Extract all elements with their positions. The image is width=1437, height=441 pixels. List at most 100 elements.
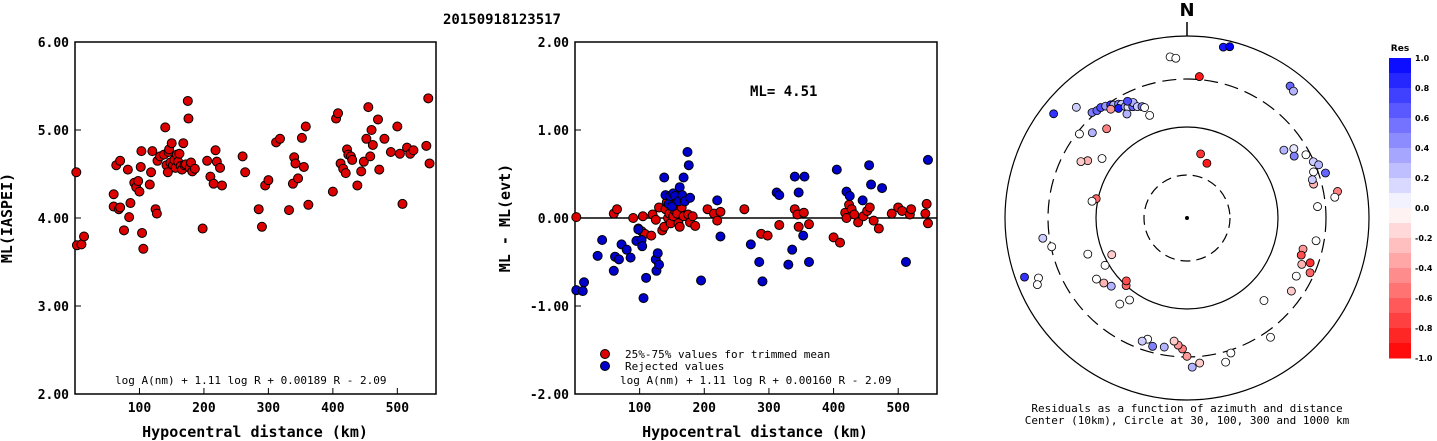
middle-rejected-point: [652, 248, 663, 259]
polar-station-point: [1100, 260, 1110, 270]
left-data-point: [197, 223, 208, 234]
middle-rejected-point: [712, 195, 723, 206]
left-points: [71, 93, 435, 254]
middle-y-tick-label: -1.00: [530, 300, 569, 315]
left-data-point: [124, 212, 135, 223]
middle-rejected-point: [683, 160, 694, 171]
middle-kept-point: [922, 218, 933, 229]
middle-kept-point: [650, 214, 661, 225]
colorbar-title: Res: [1391, 44, 1409, 54]
middle-rejected-point: [633, 224, 644, 235]
polar-station-point: [1289, 151, 1299, 161]
middle-rejected-point: [696, 275, 707, 286]
polar-station-point: [1330, 192, 1340, 202]
left-data-point: [71, 167, 82, 178]
middle-rejected-point: [774, 190, 785, 201]
left-data-point: [352, 180, 363, 191]
left-data-point: [327, 186, 338, 197]
middle-kept-point: [571, 212, 582, 223]
left-data-point: [208, 178, 219, 189]
polar-station-point: [1194, 72, 1204, 81]
colorbar-segment: [1389, 238, 1411, 254]
middle-kept-point: [762, 230, 773, 241]
left-data-point: [178, 138, 189, 149]
polar-station-point: [1187, 362, 1197, 372]
left-y-ticks: 2.00 3.00 4.00 5.00 6.00: [38, 36, 81, 403]
middle-kept-point: [798, 207, 809, 218]
left-data-point: [115, 155, 126, 166]
left-data-point: [166, 138, 177, 149]
middle-kept-point: [712, 215, 723, 226]
left-x-tick-label: 100: [128, 401, 152, 416]
polar-station-point: [1291, 271, 1301, 281]
polar-station-point: [1297, 259, 1307, 269]
polar-station-point: [1279, 145, 1289, 155]
middle-kept-point: [646, 230, 657, 241]
middle-y-axis-label: ML - ML(evt): [496, 164, 514, 272]
middle-kept-point: [886, 208, 897, 219]
middle-rejected-point: [757, 276, 768, 287]
colorbar: 1.0 0.8 0.6 0.4 0.2 0.0 -0.2 -0.4 -0.6 -0.8 -1.0: [1389, 54, 1433, 363]
middle-rejected-point: [831, 164, 842, 175]
left-y-tick-label: 2.00: [38, 388, 69, 403]
polar-station-point: [1169, 336, 1179, 346]
polar-station-point: [1225, 42, 1235, 52]
middle-rejected-point: [654, 259, 665, 270]
polar-station-point: [1307, 175, 1317, 185]
circle-1000km: [1004, 35, 1370, 401]
middle-kept-point: [774, 220, 785, 231]
middle-x-ticks: 100 200 300 400 500: [628, 388, 910, 416]
middle-rejected-point: [659, 172, 670, 183]
left-data-point: [240, 167, 251, 178]
colorbar-segment: [1389, 253, 1411, 269]
colorbar-tick-label: 0.8: [1415, 84, 1430, 93]
colorbar-segment: [1389, 133, 1411, 149]
left-data-point: [293, 173, 304, 184]
left-data-point: [202, 155, 213, 166]
left-data-point: [146, 167, 157, 178]
polar-station-point: [1145, 110, 1155, 120]
middle-kept-point: [921, 198, 932, 209]
legend-rejected-marker: [600, 361, 610, 371]
colorbar-tick-label: -1.0: [1415, 354, 1433, 363]
middle-rejected-point: [804, 257, 815, 267]
middle-rejected-point: [793, 187, 804, 198]
polar-station-point: [1107, 250, 1117, 260]
left-data-point: [284, 205, 295, 216]
left-x-tick-label: 500: [386, 401, 410, 416]
left-y-tick-label: 6.00: [38, 36, 69, 51]
polar-station-point: [1309, 167, 1318, 177]
middle-rejected-point: [637, 241, 648, 252]
polar-station-point: [1038, 233, 1048, 243]
left-data-point: [115, 202, 126, 213]
polar-station-point: [1102, 124, 1112, 134]
middle-rejected-point: [844, 191, 855, 201]
middle-x-axis-label: Hypocentral distance (km): [642, 423, 868, 441]
middle-kept-point: [637, 211, 648, 222]
left-x-tick-label: 400: [321, 401, 345, 416]
left-data-point: [333, 108, 344, 119]
center-dot: [1185, 216, 1189, 220]
colorbar-tick-label: 0.4: [1415, 144, 1430, 153]
left-formula: log A(nm) + 1.11 log R + 0.00189 R - 2.0…: [115, 374, 387, 387]
colorbar-tick-label: -0.6: [1415, 294, 1433, 303]
left-data-point: [183, 113, 194, 124]
middle-x-tick-label: 200: [693, 401, 717, 416]
left-data-point: [210, 145, 221, 156]
colorbar-segment: [1389, 343, 1411, 359]
left-data-point: [340, 168, 351, 179]
colorbar-segment: [1389, 283, 1411, 299]
left-data-point: [182, 95, 193, 106]
polar-station-point: [1226, 348, 1236, 358]
middle-y-ticks: -2.00 -1.00 0.00 1.00 2.00: [530, 36, 581, 403]
left-data-point: [379, 133, 390, 144]
middle-kept-point: [674, 221, 685, 232]
polar-station-point: [1083, 249, 1093, 259]
polar-station-point: [1305, 268, 1315, 278]
colorbar-tick-label: 1.0: [1415, 54, 1430, 63]
left-y-axis-label: ML(IASPEI): [0, 173, 16, 263]
left-data-point: [151, 208, 162, 219]
polar-station-point: [1296, 250, 1306, 260]
middle-x-tick-label: 300: [757, 401, 781, 416]
